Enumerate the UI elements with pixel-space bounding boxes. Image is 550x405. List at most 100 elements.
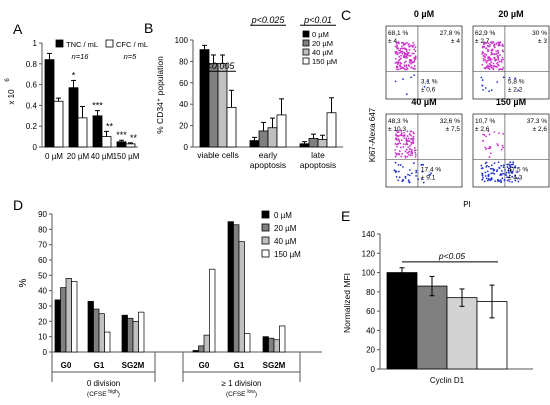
b-bar [276,114,287,148]
flow-event-dot [399,67,402,70]
flow-event-dot [493,131,496,133]
d-x-tick-label: SG2M [263,361,286,370]
flow-event-dot [484,171,487,174]
d-group-sublabel: (CFSE high) [87,389,120,398]
flow-event-dot [499,173,502,176]
flow-event-dot [410,150,413,153]
flow-event-dot [483,55,486,58]
flow-event-dot [399,146,402,149]
flow-event-dot [490,172,493,175]
flow-event-dot [494,59,496,62]
flow-event-dot [485,47,487,50]
flow-event-dot [502,164,505,167]
chart-a: 0 0.2 0.4 0.6 0.8 1 x 10 6 0 µM 20 µM 40 µM 150 µM *… [5,39,148,161]
flow-event-dot [407,139,409,142]
flow-event-dot [404,155,407,158]
flow-event-dot [485,161,488,164]
flow-event-dot [420,178,423,180]
flow-event-dot [417,178,420,181]
flow-event-dot [481,63,484,66]
a-bar [44,59,55,148]
e-y-tick-label: 100 [362,269,376,278]
d-y-tick-label: 0 [43,348,48,357]
flow-ur-percent: 37,3 % [527,118,547,125]
flow-event-dot [487,56,489,59]
flow-event-dot [412,139,414,142]
flow-event-dot [504,169,506,171]
flow-event-dot [408,48,411,51]
flow-event-dot [407,153,410,156]
flow-event-dot [493,53,495,55]
d-group-sublabel-end: ) [118,391,120,398]
b-y-tick-label: 80 [179,57,188,66]
flow-event-dot [508,171,510,174]
flow-event-dot [413,132,415,135]
b-bar [299,143,310,148]
flow-event-dot [412,41,415,44]
flow-event-dot [502,166,505,169]
flow-event-dot [397,60,399,63]
flow-event-dot [409,54,412,57]
flow-event-dot [499,54,501,57]
d-x-tick-label: SG2M [122,361,145,370]
e-p-value: p<0.05 [438,251,466,261]
flow-event-dot [406,143,409,146]
flow-ur-percent: 27,8 % [440,30,460,37]
flow-event-dot [517,177,520,180]
flow-event-dot [495,43,497,46]
b-legend-label: 40 µM [312,48,333,57]
flow-event-dot [407,137,410,140]
b-x-tick-label: viable cells [197,150,239,160]
flow-event-dot [492,62,495,65]
a-legend-swatch [55,39,64,48]
d-legend-swatch [261,223,270,232]
flow-event-dot [409,145,411,147]
flow-event-dot [488,133,491,136]
flow-event-dot [394,155,397,158]
d-y-tick-label: 30 [38,302,47,311]
flow-event-dot [483,67,486,70]
flow-x-label: PI [463,200,471,209]
flow-event-dot [397,164,400,166]
flow-event-dot [498,180,500,182]
flow-event-dot [395,134,398,137]
flow-event-dot [400,132,403,134]
flow-event-dot [485,66,487,69]
flow-event-dot [415,171,418,174]
b-legend-swatch [302,30,310,38]
flow-event-dot [486,164,488,167]
flow-event-dot [496,81,499,83]
flow-event-dot [499,41,502,44]
flow-event-dot [412,142,415,145]
flow-event-dot [405,137,408,140]
flow-event-dot [400,54,402,57]
flow-event-dot [498,60,501,63]
d-group-sublabel-end: ) [255,391,257,398]
flow-event-dot [396,145,398,148]
flow-event-dot [502,172,504,175]
flow-ur-percent: 30 % [532,30,547,37]
d-legend-label: 150 µM [274,250,301,259]
e-y-tick-label: 60 [366,307,375,316]
d-bar [268,337,275,353]
flow-event-dot [411,154,414,157]
a-x-tick-label: 40 µM [91,152,114,161]
d-y-tick-label: 80 [38,225,47,234]
flow-event-dot [405,55,408,58]
flow-event-dot [501,56,504,59]
flow-event-dot [485,53,488,56]
d-y-label: % [18,278,29,287]
flow-event-dot [400,66,403,69]
flow-event-dot [490,164,493,167]
flow-ul-percent: 68,1 % [388,30,408,37]
flow-event-dot [485,41,488,44]
a-y-tick-label: 0.4 [26,101,38,110]
flow-event-dot [405,66,408,69]
b-bar [249,140,260,148]
d-y-tick-label: 60 [38,256,47,265]
flow-event-dot [402,66,405,69]
flow-event-dot [397,170,400,173]
flow-event-dot [402,165,404,168]
d-bar [138,311,145,353]
